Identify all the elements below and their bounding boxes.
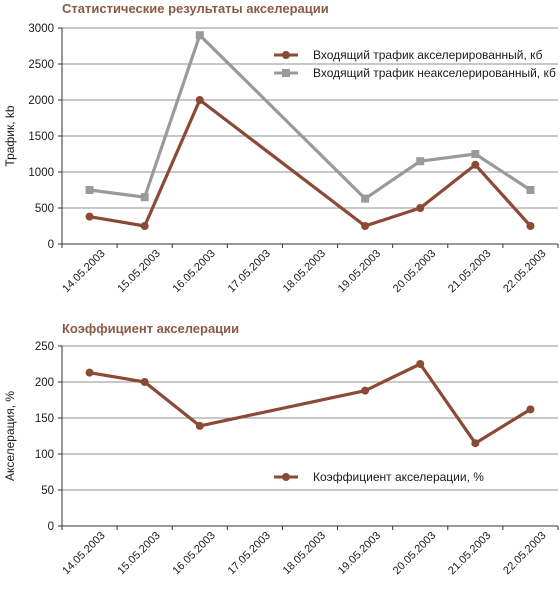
data-point	[140, 378, 149, 386]
data-point	[416, 157, 425, 166]
legend-marker	[282, 473, 290, 481]
chart-title-traffic: Статистические результаты акселерации	[62, 1, 329, 16]
y-tick-label: 1500	[28, 131, 54, 143]
data-point	[526, 186, 535, 194]
y-tick-label: 1000	[28, 167, 54, 179]
data-point	[471, 150, 480, 158]
data-point	[416, 360, 425, 368]
data-point	[140, 222, 149, 230]
x-tick-label: 17.05.2003	[226, 248, 273, 295]
data-point	[361, 386, 370, 395]
x-tick-label: 18.05.2003	[281, 248, 328, 295]
legend-marker	[282, 51, 290, 59]
x-tick-label: 21.05.2003	[446, 530, 493, 577]
y-axis-label: Трафик, kb	[3, 105, 17, 166]
data-point	[361, 222, 370, 230]
x-tick-label: 21.05.2003	[446, 248, 493, 295]
x-tick-label: 14.05.2003	[60, 530, 107, 577]
y-tick-label: 500	[35, 203, 54, 215]
x-tick-label: 14.05.2003	[60, 248, 107, 295]
data-point	[85, 368, 94, 377]
x-tick-label: 19.05.2003	[336, 248, 383, 295]
x-tick-label: 17.05.2003	[226, 530, 273, 577]
data-point	[85, 212, 94, 221]
legend-label: Входящий трафик акселерированный, кб	[313, 48, 543, 62]
x-tick-label: 15.05.2003	[115, 530, 162, 577]
data-point	[195, 96, 204, 104]
y-tick-label: 150	[35, 413, 54, 425]
data-point	[85, 186, 94, 194]
data-point	[526, 405, 535, 414]
data-point	[361, 194, 370, 203]
data-point	[526, 222, 535, 230]
y-tick-label: 250	[35, 341, 54, 353]
x-tick-label: 20.05.2003	[391, 248, 438, 295]
y-axis-label: Акселерация, %	[3, 391, 17, 481]
x-tick-label: 16.05.2003	[170, 530, 217, 577]
x-tick-label: 16.05.2003	[170, 248, 217, 295]
y-tick-label: 2500	[28, 59, 54, 71]
chart-title-acceleration: Коэффициент акселерации	[62, 321, 240, 336]
y-tick-label: 0	[48, 239, 54, 251]
y-tick-label: 2000	[28, 95, 54, 107]
x-tick-label: 18.05.2003	[281, 530, 328, 577]
x-tick-label: 20.05.2003	[391, 530, 438, 577]
legend-label: Коэффициент акселерации, %	[313, 470, 484, 484]
y-tick-label: 200	[35, 377, 54, 389]
data-point	[471, 160, 480, 169]
x-tick-label: 22.05.2003	[501, 530, 548, 577]
legend-label: Входящий трафик неакселерированный, кб	[313, 66, 556, 80]
y-tick-label: 3000	[28, 23, 54, 35]
y-tick-label: 0	[48, 521, 54, 533]
chart-2: 0 50 100 150 200 250 14.05.2003 15.05.2003 16.05…	[3, 341, 559, 577]
data-point	[471, 439, 480, 448]
legend-marker	[282, 69, 290, 77]
x-tick-label: 15.05.2003	[115, 248, 162, 295]
data-point	[140, 193, 149, 202]
x-tick-label: 22.05.2003	[501, 248, 548, 295]
data-point	[416, 204, 425, 212]
x-tick-label: 19.05.2003	[336, 530, 383, 577]
chart-1: 0 500 1000 1500 2000 2500 3000 14.05.2003 15.05.…	[3, 23, 559, 295]
data-point	[195, 31, 204, 40]
y-tick-label: 50	[41, 485, 54, 497]
y-tick-label: 100	[35, 449, 54, 461]
data-point	[195, 421, 204, 430]
series-line-1	[89, 362, 532, 445]
